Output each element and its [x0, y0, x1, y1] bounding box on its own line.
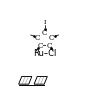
Text: C: C	[37, 42, 43, 50]
Text: C: C	[46, 42, 52, 50]
Text: Ru–Cl: Ru–Cl	[33, 49, 56, 58]
Text: C: C	[42, 29, 47, 37]
Text: C: C	[49, 34, 54, 42]
Text: C: C	[35, 34, 40, 42]
Text: I: I	[43, 20, 46, 25]
